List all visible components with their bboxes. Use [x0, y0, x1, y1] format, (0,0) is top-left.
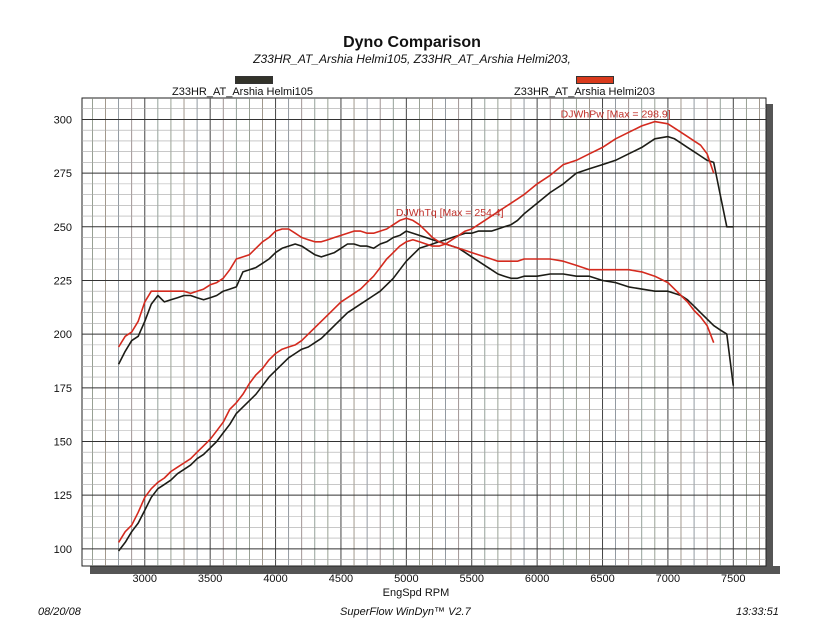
series-line-2	[117, 217, 715, 348]
y-tick-label: 225	[54, 275, 72, 287]
legend-swatch-helmi105	[235, 76, 273, 84]
x-axis-label: EngSpd RPM	[383, 587, 450, 599]
x-tick-label: 3000	[133, 573, 157, 585]
series-line-1	[117, 135, 734, 552]
plot-shadow-bottom	[90, 566, 780, 574]
y-tick-label: 200	[54, 329, 72, 341]
annotation-label: DJWhTq [Max = 254.4]	[396, 207, 504, 219]
footer-software: SuperFlow WinDyn™ V2.7	[340, 606, 471, 618]
plot-area	[81, 97, 767, 567]
y-tick-label: 250	[54, 222, 72, 234]
y-tick-label: 125	[54, 490, 72, 502]
x-tick-label: 6500	[590, 573, 614, 585]
x-tick-label: 5500	[459, 573, 483, 585]
x-tick-label: 7000	[656, 573, 680, 585]
series-line-3	[117, 120, 715, 543]
footer-time: 13:33:51	[736, 606, 779, 618]
y-tick-label: 275	[54, 168, 72, 180]
x-tick-label: 4000	[263, 573, 287, 585]
annotation-label: DJWhPw [Max = 298.9]	[561, 108, 671, 120]
chart-title: Dyno Comparison	[343, 34, 481, 51]
y-tick-label: 300	[54, 114, 72, 126]
x-tick-label: 4500	[329, 573, 353, 585]
legend-label-helmi105: Z33HR_AT_Arshia Helmi105	[172, 86, 314, 98]
x-tick-label: 5000	[394, 573, 418, 585]
x-tick-label: 7500	[721, 573, 745, 585]
footer-date: 08/20/08	[38, 606, 81, 618]
x-tick-label: 6000	[525, 573, 549, 585]
y-tick-label: 150	[54, 436, 72, 448]
chart-subtitle: Z33HR_AT_Arshia Helmi105, Z33HR_AT_Arshi…	[253, 52, 571, 66]
plot-shadow-right	[766, 104, 773, 573]
y-tick-label: 100	[54, 544, 72, 556]
legend-swatch-helmi203	[576, 76, 614, 84]
x-tick-label: 3500	[198, 573, 222, 585]
y-tick-label: 175	[54, 383, 72, 395]
legend-label-helmi203: Z33HR_AT_Arshia Helmi203	[514, 86, 656, 98]
series-line-0	[117, 230, 735, 386]
